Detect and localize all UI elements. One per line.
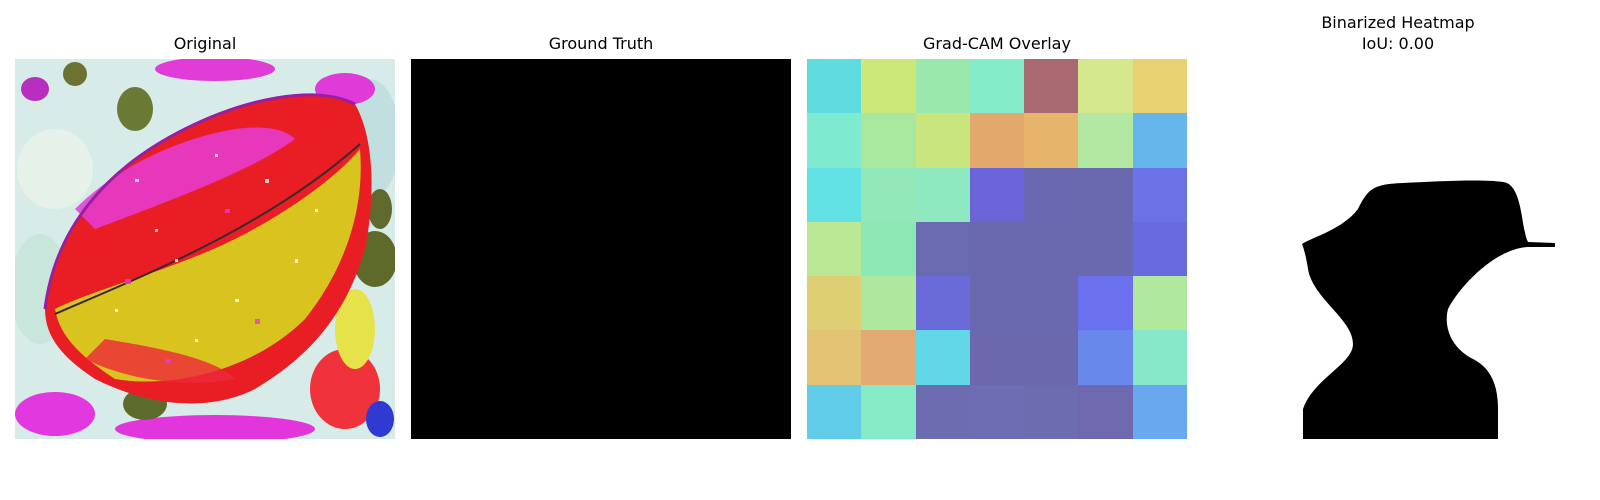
heatmap-cell xyxy=(1024,167,1079,222)
heatmap-cell xyxy=(1078,221,1133,277)
heatmap-cell xyxy=(1024,59,1079,114)
heatmap-cell xyxy=(1024,384,1079,439)
heatmap-cell xyxy=(861,330,916,385)
heatmap-cell xyxy=(861,113,916,168)
heatmap-cell xyxy=(969,221,1025,277)
heatmap-cell xyxy=(969,384,1025,439)
heatmap-cell xyxy=(807,221,862,277)
heatmap-cell xyxy=(861,167,916,222)
heatmap-cell xyxy=(1078,113,1133,168)
heatmap-cell xyxy=(1078,59,1133,114)
heatmap-cell xyxy=(1078,384,1133,439)
gradcam-overlay-image xyxy=(807,59,1187,439)
heatmap-cell xyxy=(1132,330,1187,385)
gradcam-overlay-panel: Grad-CAM Overlay xyxy=(807,0,1187,500)
heatmap-cell xyxy=(1078,167,1133,222)
heatmap-cell xyxy=(807,167,862,222)
heatmap-cell xyxy=(969,167,1025,222)
heatmap-cell xyxy=(1024,221,1079,277)
original-panel: Original xyxy=(15,0,395,500)
ground-truth-panel: Ground Truth xyxy=(411,0,791,500)
heatmap-cell xyxy=(1078,330,1133,385)
binarized-heatmap-title: Binarized Heatmap xyxy=(1321,13,1475,32)
heatmap-cell xyxy=(807,384,862,439)
heatmap-cell xyxy=(807,59,862,114)
heatmap-cell xyxy=(969,113,1025,168)
heatmap-cell xyxy=(807,330,862,385)
heatmap-cell xyxy=(1132,59,1187,114)
binarized-heatmap-panel: Binarized Heatmap IoU: 0.00 xyxy=(1203,0,1593,500)
heatmap-cell xyxy=(861,276,916,331)
heatmap-cell xyxy=(861,59,916,114)
binarized-mask xyxy=(1301,180,1555,439)
heatmap-cell xyxy=(1132,167,1187,222)
heatmap-cell xyxy=(1024,276,1079,331)
ground-truth-title: Ground Truth xyxy=(548,34,654,53)
heatmap-cell xyxy=(915,221,970,277)
binarized-heatmap-image xyxy=(1203,59,1583,439)
heatmap-cell xyxy=(1024,330,1079,385)
heatmap-cell xyxy=(1078,276,1133,331)
heatmap-cell xyxy=(969,330,1025,385)
heatmap-cell xyxy=(915,276,970,331)
heatmap-cell xyxy=(861,384,916,439)
heatmap-cell xyxy=(1132,276,1187,331)
gradcam-overlay-title: Grad-CAM Overlay xyxy=(923,34,1071,53)
iou-label: IoU: 0.00 xyxy=(1361,34,1435,53)
ground-truth-mask xyxy=(411,59,791,439)
leaf-photo xyxy=(15,59,395,439)
heatmap-cell xyxy=(915,167,970,222)
heatmap-cell xyxy=(969,59,1025,114)
heatmap-cell xyxy=(915,113,970,168)
original-image xyxy=(15,59,395,439)
heatmap-cell xyxy=(915,330,970,385)
heatmap-cell xyxy=(915,59,970,114)
heatmap-cell xyxy=(1132,113,1187,168)
heatmap-cell xyxy=(915,384,970,439)
heatmap-cell xyxy=(1024,113,1079,168)
heatmap-cell xyxy=(969,276,1025,331)
heatmap-cell xyxy=(861,221,916,277)
heatmap-cell xyxy=(1132,221,1187,277)
heatmap-cell xyxy=(807,113,862,168)
heatmap-cell xyxy=(807,276,862,331)
original-title: Original xyxy=(173,34,237,53)
heatmap-cell xyxy=(1132,384,1187,439)
